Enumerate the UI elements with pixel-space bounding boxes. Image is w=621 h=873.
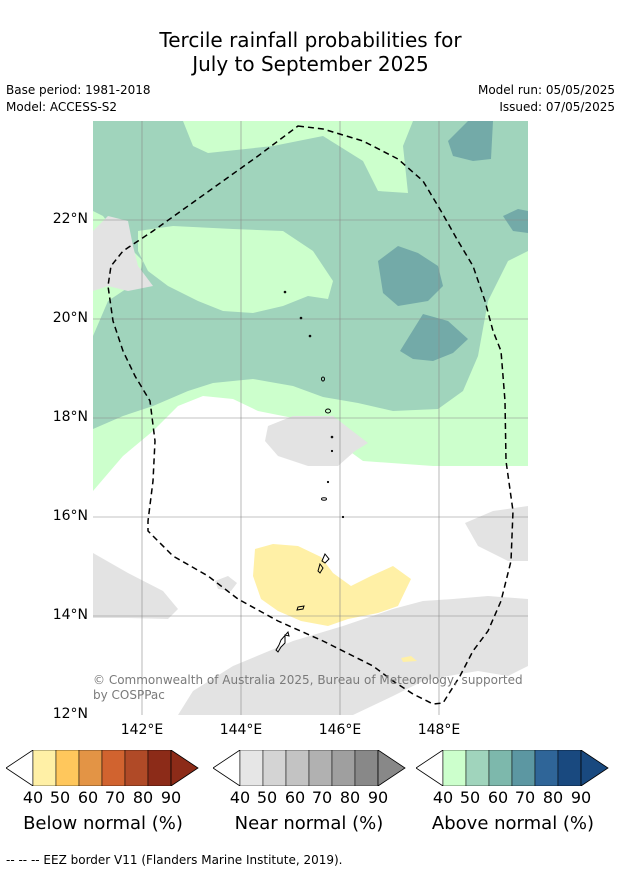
cbar-near-tick: 50 (256, 788, 278, 807)
lon-tick-146e: 146°E (318, 722, 362, 738)
map-title-line1: Tercile rainfall probabilities for (159, 28, 462, 52)
colorbar-above-swatches (442, 750, 582, 786)
lat-tick-18n: 18°N (52, 409, 88, 425)
colorbar-swatch (557, 750, 582, 786)
near-normal-region-dot (215, 576, 237, 591)
cbar-below-tick: 50 (49, 788, 71, 807)
model-run: Model run: 05/05/2025 (477, 83, 615, 97)
colorbar-near-arrow-left (213, 750, 241, 786)
lat-tick-16n: 16°N (52, 508, 88, 524)
rainfall-map (93, 121, 528, 715)
map-gridlines (93, 121, 528, 715)
cbar-above-tick: 40 (432, 788, 454, 807)
lat-tick-22n: 22°N (52, 211, 88, 227)
colorbar-swatch (511, 750, 536, 786)
cbar-above-tick: 60 (487, 788, 509, 807)
colorbar-swatch (308, 750, 333, 786)
near-normal-label: Near normal (%) (234, 813, 384, 834)
cbar-near-tick: 60 (284, 788, 306, 807)
copyright-notice: © Commonwealth of Australia 2025, Bureau… (93, 673, 523, 702)
above-normal-60-patch-e (503, 209, 528, 233)
cbar-above-tick: 70 (514, 788, 536, 807)
colorbar-swatch (55, 750, 80, 786)
colorbar-below-normal (6, 750, 199, 786)
colorbar-near-arrow-right (377, 750, 406, 786)
cbar-above-tick: 50 (459, 788, 481, 807)
colorbar-swatch (32, 750, 57, 786)
colorbar-swatch (331, 750, 356, 786)
lon-tick-148e: 148°E (417, 722, 461, 738)
colorbar-swatch (78, 750, 103, 786)
colorbar-swatch (465, 750, 490, 786)
colorbar-near-normal (213, 750, 406, 786)
colorbar-below-arrow-left (6, 750, 34, 786)
colorbar-swatch (101, 750, 126, 786)
eez-border (107, 125, 514, 705)
cbar-near-tick: 70 (311, 788, 333, 807)
lat-tick-20n: 20°N (52, 310, 88, 326)
colorbar-near-swatches (239, 750, 379, 786)
colorbar-above-arrow-right (580, 750, 609, 786)
lat-tick-12n: 12°N (52, 706, 88, 722)
above-normal-60-patch-mid (378, 246, 443, 306)
cbar-near-tick: 40 (229, 788, 251, 807)
colorbar-swatch (488, 750, 513, 786)
issued-date: Issued: 07/05/2025 (499, 100, 615, 114)
cbar-below-tick: 70 (104, 788, 126, 807)
colorbar-below-swatches (32, 750, 172, 786)
base-period: Base period: 1981-2018 (6, 83, 151, 97)
colorbar-below-arrow-right (170, 750, 199, 786)
cbar-below-tick: 60 (77, 788, 99, 807)
lon-tick-142e: 142°E (120, 722, 164, 738)
colorbar-above-arrow-left (416, 750, 444, 786)
below-normal-40-small (401, 656, 417, 662)
lon-tick-144e: 144°E (219, 722, 263, 738)
eez-footnote: -- -- -- EEZ border V11 (Flanders Marine… (6, 853, 343, 867)
cbar-above-tick: 90 (570, 788, 592, 807)
near-normal-region-central (265, 416, 368, 466)
above-normal-60-patch-s (400, 314, 468, 361)
colorbar-swatch (442, 750, 467, 786)
colorbar-swatch (124, 750, 149, 786)
below-normal-40-region (253, 544, 411, 626)
colorbar-swatch (239, 750, 264, 786)
colorbar-swatch (285, 750, 310, 786)
colorbar-swatch (262, 750, 287, 786)
cbar-below-tick: 80 (132, 788, 154, 807)
map-title-line2: July to September 2025 (192, 52, 429, 76)
cbar-near-tick: 90 (367, 788, 389, 807)
above-normal-60-patch-ne (448, 121, 493, 161)
cbar-below-tick: 90 (160, 788, 182, 807)
lat-tick-14n: 14°N (52, 607, 88, 623)
island-outlines (275, 290, 345, 653)
cbar-above-tick: 80 (542, 788, 564, 807)
colorbar-above-normal (416, 750, 609, 786)
cbar-below-tick: 40 (22, 788, 44, 807)
near-normal-region-west (93, 553, 178, 619)
model-name: Model: ACCESS-S2 (6, 100, 118, 114)
above-normal-label: Above normal (%) (431, 813, 595, 834)
colorbar-swatch (534, 750, 559, 786)
below-normal-label: Below normal (%) (23, 813, 183, 834)
cbar-near-tick: 80 (339, 788, 361, 807)
colorbar-swatch (354, 750, 379, 786)
near-normal-region-nw (93, 216, 153, 291)
colorbar-swatch (147, 750, 172, 786)
